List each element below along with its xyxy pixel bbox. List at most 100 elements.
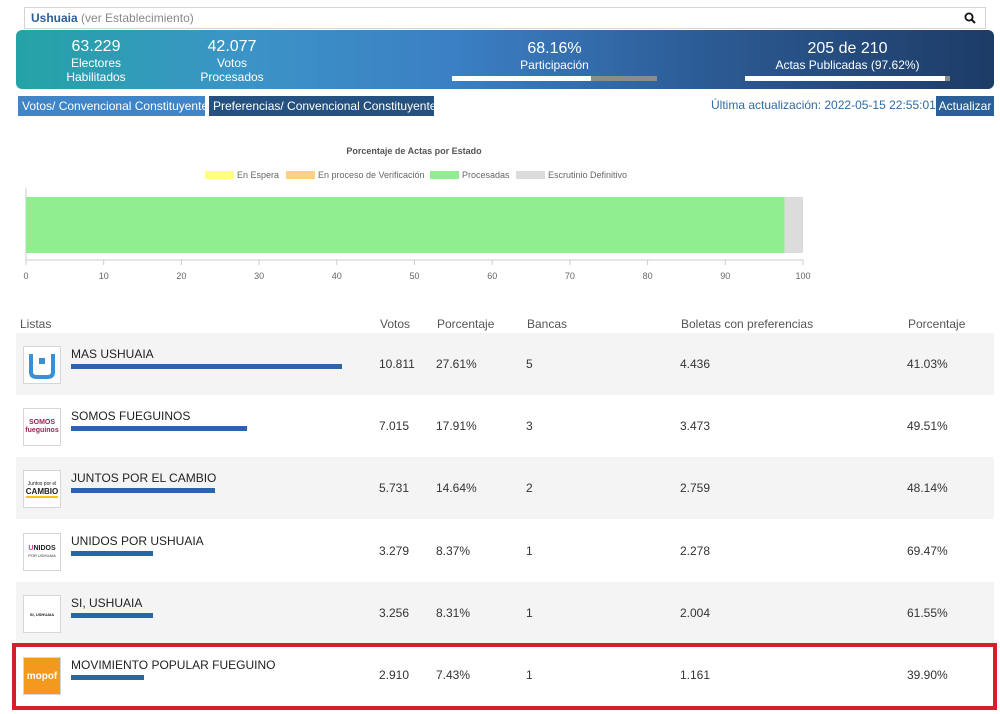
list-share-bar [71,426,247,431]
juntos-por-el-cambio-logo-icon: Juntos por el CAMBIO [23,470,61,508]
tab-preferencias-convencional[interactable]: Preferencias/ Convencional Constituyente [209,96,436,116]
actas-progress-track [745,76,950,81]
list-share-bar [71,613,153,618]
cell-pref-pct: 49.51% [907,419,948,433]
electores-stat: 63.229 Electores Habilitados [42,38,150,84]
cell-bancas: 1 [526,606,533,620]
last-update-text: Última actualización: 2022-05-15 22:55:0… [711,98,936,112]
votos-procesados-label: Votos Procesados [200,56,264,84]
legend-swatch [516,171,545,179]
mas-ushuaia-logo-icon [23,346,61,384]
cell-votos: 3.256 [379,606,410,620]
cell-boletas: 2.004 [680,606,711,620]
chart-title: Porcentaje de Actas por Estado [346,146,482,156]
cell-porcentaje: 14.64% [436,481,477,495]
votos-procesados-value: 42.077 [207,38,257,55]
somos-fueguinos-logo-icon: SOMOS fueguinos [23,408,61,446]
cell-porcentaje: 8.31% [436,606,471,620]
list-name[interactable]: SI, USHUAIA [71,596,143,610]
location-name: Ushuaia [31,11,78,25]
mopof-logo-icon: mopof [23,657,61,695]
chart-bar-segment [784,197,803,253]
actas-value: 205 de 210 [807,40,888,57]
cell-porcentaje: 8.37% [436,544,471,558]
cell-bancas: 2 [526,481,533,495]
cell-boletas: 1.161 [680,668,711,682]
cell-votos: 7.015 [379,419,410,433]
legend-swatch [286,171,315,179]
cell-votos: 2.910 [379,668,410,682]
header-porcentaje: Porcentaje [437,317,495,331]
electores-value: 63.229 [71,38,121,55]
cell-pref-pct: 41.03% [907,357,948,371]
unidos-por-ushuaia-logo-icon: UNIDOS POR USHUAIA [23,533,61,571]
list-name[interactable]: JUNTOS POR EL CAMBIO [71,471,217,485]
cell-bancas: 1 [526,544,533,558]
x-tick-label: 20 [176,271,186,281]
actas-progress-fill [745,76,946,81]
location-search-bar[interactable]: Ushuaia (ver Establecimiento) [24,7,986,29]
header-bancas: Bancas [527,317,568,331]
list-name[interactable]: MAS USHUAIA [71,347,154,361]
list-name[interactable]: MOVIMIENTO POPULAR FUEGUINO [71,658,276,672]
list-share-bar [71,551,154,556]
cell-bancas: 5 [526,357,533,371]
x-tick-label: 10 [99,271,109,281]
header-listas: Listas [20,317,52,331]
table-row[interactable]: mopof MOVIMIENTO POPULAR FUEGUINO 2.910 7.4… [16,644,994,706]
table-row[interactable]: Juntos por el CAMBIO JUNTOS POR EL CAMBIO 5… [16,457,994,519]
cell-porcentaje: 7.43% [436,668,471,682]
participacion-stat: 68.16% Participación [452,40,657,81]
summary-banner: 63.229 Electores Habilitados 42.077 Voto… [16,30,994,89]
location-hint[interactable]: (ver Establecimiento) [81,11,194,25]
participacion-label: Participación [520,58,589,72]
header-votos: Votos [380,317,411,331]
x-tick-label: 40 [332,271,342,281]
table-row[interactable]: MAS USHUAIA 10.811 27.61% 5 4.436 41.03% [16,333,994,395]
x-tick-label: 70 [565,271,575,281]
cell-pref-pct: 39.90% [907,668,948,682]
table-row[interactable]: UNIDOS POR USHUAIA UNIDOS POR USHUAIA 3.279… [16,520,994,582]
x-tick-label: 100 [795,271,810,281]
legend-label: En proceso de Verificación [318,170,425,180]
legend-label: En Espera [237,170,279,180]
header-porcentaje-preferencias: Porcentaje [908,317,966,331]
table-row[interactable]: SI, USHUAIA SI, USHUAIA 3.256 8.31% 1 2.004 61… [16,582,994,644]
list-name[interactable]: UNIDOS POR USHUAIA [71,534,204,548]
participacion-progress-fill [452,76,592,81]
table-row[interactable]: SOMOS fueguinos SOMOS FUEGUINOS 7.015 17.91%… [16,395,994,457]
x-tick-label: 80 [643,271,653,281]
legend-swatch [205,171,234,179]
cell-boletas: 2.759 [680,481,711,495]
chart-bar-segment [26,197,785,253]
electores-label: Electores Habilitados [66,56,126,84]
actas-label: Actas Publicadas (97.62%) [775,58,920,72]
actas-stat: 205 de 210 Actas Publicadas (97.62%) [745,40,950,81]
cell-votos: 3.279 [379,544,410,558]
cell-bancas: 1 [526,668,533,682]
votos-procesados-stat: 42.077 Votos Procesados [184,38,280,84]
participacion-value: 68.16% [527,40,582,57]
cell-pref-pct: 48.14% [907,481,948,495]
cell-boletas: 4.436 [680,357,711,371]
tab-votos-convencional[interactable]: Votos/ Convencional Constituyente [18,96,208,116]
x-tick-label: 90 [720,271,730,281]
search-icon[interactable] [964,12,976,24]
legend-label: Procesadas [462,170,510,180]
cell-bancas: 3 [526,419,533,433]
refresh-button[interactable]: Actualizar [936,96,994,116]
cell-boletas: 3.473 [680,419,711,433]
cell-porcentaje: 27.61% [436,357,477,371]
x-tick-label: 60 [487,271,497,281]
cell-pref-pct: 69.47% [907,544,948,558]
legend-swatch [430,171,459,179]
list-name[interactable]: SOMOS FUEGUINOS [71,409,191,423]
x-tick-label: 50 [409,271,419,281]
participacion-progress-track [452,76,657,81]
x-tick-label: 0 [23,271,28,281]
cell-porcentaje: 17.91% [436,419,477,433]
si-ushuaia-logo-icon: SI, USHUAIA [23,595,61,633]
list-share-bar [71,675,144,680]
list-share-bar [71,364,342,369]
actas-status-chart: Porcentaje de Actas por Estado En Espera E… [0,130,840,290]
